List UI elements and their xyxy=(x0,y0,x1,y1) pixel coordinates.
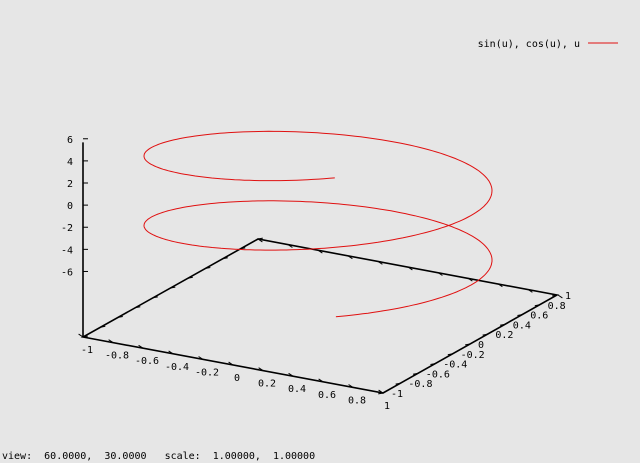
z-axis: 6 4 2 0 -2 -4 -6 xyxy=(61,135,88,337)
y-tick-mark xyxy=(152,296,158,299)
y-tick-label: 0.2 xyxy=(495,330,513,341)
x-tick-mark xyxy=(557,294,563,299)
z-tick-label: -2 xyxy=(61,223,73,234)
y-tick-mark xyxy=(82,335,88,338)
x-axis-ticks: -1-0.8-0.6-0.4-0.200.20.40.60.81 xyxy=(78,238,563,412)
x-tick-label: -0.4 xyxy=(165,362,189,373)
curve-layer xyxy=(143,130,493,318)
x-tick-mark xyxy=(108,339,114,344)
y-tick-mark xyxy=(170,286,176,289)
x-tick-mark xyxy=(198,356,204,360)
scale-values: 1.00000, 1.00000 xyxy=(212,451,316,462)
x-tick-mark xyxy=(348,384,354,388)
x-tick-mark xyxy=(287,244,293,248)
y-tick-label: 1 xyxy=(565,291,571,302)
x-tick-mark xyxy=(347,255,353,260)
base-plane xyxy=(80,238,560,394)
x-tick-label: 1 xyxy=(384,401,390,412)
z-tick-label: 0 xyxy=(67,201,73,212)
x-tick-mark xyxy=(467,277,473,282)
y-tick-mark xyxy=(552,294,558,297)
x-tick-label: -1 xyxy=(81,345,93,356)
x-tick-label: 0.4 xyxy=(288,384,306,395)
y-tick-label: -0.6 xyxy=(426,369,450,380)
view-label: view: xyxy=(2,451,33,462)
y-tick-mark xyxy=(117,316,123,318)
y-tick-mark xyxy=(465,343,471,346)
y-tick-mark xyxy=(100,325,106,328)
view-values: 60.0000, 30.0000 xyxy=(44,451,147,462)
legend: sin(u), cos(u), u xyxy=(478,39,618,50)
x-tick-mark xyxy=(257,238,263,243)
y-tick-label: 0.8 xyxy=(548,301,566,312)
y-tick-label: 0.6 xyxy=(530,311,548,322)
x-tick-mark xyxy=(377,260,383,265)
x-tick-label: -0.8 xyxy=(105,351,129,362)
z-tick-label: 4 xyxy=(67,157,73,168)
y-tick-mark xyxy=(257,237,263,240)
series-line xyxy=(143,130,493,318)
y-tick-mark xyxy=(499,323,505,326)
y-tick-mark xyxy=(135,306,141,309)
y-tick-mark xyxy=(222,257,228,260)
x-tick-mark xyxy=(527,288,533,293)
x-tick-label: -0.2 xyxy=(195,367,219,378)
y-tick-label: -0.8 xyxy=(408,379,432,390)
x-tick-mark xyxy=(228,361,234,366)
y-tick-label: -1 xyxy=(391,389,403,400)
x-tick-label: 0.2 xyxy=(258,379,276,390)
x-tick-mark xyxy=(407,266,413,271)
y-tick-mark xyxy=(430,363,436,365)
y-tick-mark xyxy=(534,304,540,307)
z-tick-label: -6 xyxy=(61,267,73,278)
x-tick-label: 0 xyxy=(234,373,240,384)
z-tick-label: 6 xyxy=(67,135,73,146)
x-tick-mark xyxy=(288,372,294,377)
x-tick-mark xyxy=(258,367,264,372)
base-plane-outline xyxy=(80,238,560,394)
y-tick-mark xyxy=(205,267,211,269)
scale-label: scale: xyxy=(164,451,201,462)
y-tick-mark xyxy=(240,247,246,250)
y-tick-label: 0.4 xyxy=(513,320,531,331)
x-tick-label: -0.6 xyxy=(135,356,159,367)
y-tick-label: 0 xyxy=(478,340,484,351)
x-tick-mark xyxy=(317,249,323,254)
y-tick-mark xyxy=(412,372,418,375)
x-tick-mark xyxy=(138,344,144,349)
z-tick-label: 2 xyxy=(67,179,73,190)
x-tick-mark xyxy=(378,389,384,394)
x-tick-label: 0.6 xyxy=(318,390,336,401)
y-tick-mark xyxy=(482,333,488,336)
status-bar: view: 60.0000, 30.0000 scale: 1.00000, 1… xyxy=(2,451,315,462)
z-tick-label: -4 xyxy=(61,245,73,256)
y-tick-mark xyxy=(378,392,384,395)
x-tick-label: 0.8 xyxy=(348,395,366,406)
y-tick-mark xyxy=(517,314,523,316)
legend-label: sin(u), cos(u), u xyxy=(478,39,580,50)
y-tick-label: -0.4 xyxy=(443,360,467,371)
x-tick-mark xyxy=(437,272,443,276)
x-tick-mark xyxy=(497,283,503,288)
y-tick-mark xyxy=(187,276,193,279)
y-tick-mark xyxy=(395,382,401,385)
y-tick-mark xyxy=(447,353,453,356)
x-tick-mark xyxy=(168,350,174,355)
x-tick-mark xyxy=(318,378,324,383)
y-axis-ticks: -1-0.8-0.6-0.4-0.200.20.40.60.81 xyxy=(82,237,571,400)
y-tick-label: -0.2 xyxy=(461,350,485,361)
